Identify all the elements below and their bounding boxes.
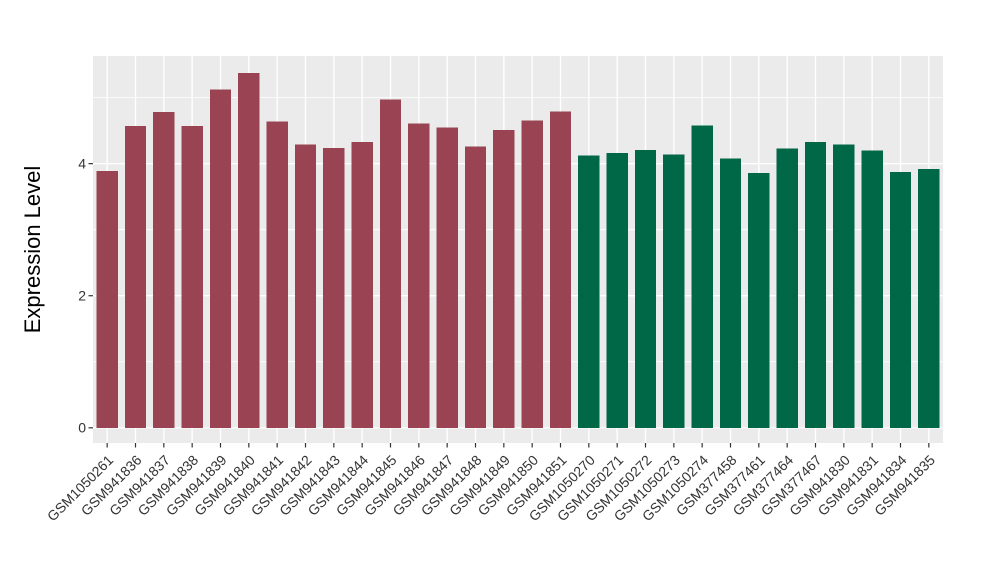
bar-GSM941830 <box>833 144 855 428</box>
bar-GSM1050270 <box>578 155 600 428</box>
y-tick-label: 2 <box>78 288 86 304</box>
panel-layer <box>93 56 943 443</box>
bar-GSM1050274 <box>691 125 713 428</box>
bar-GSM1050271 <box>606 153 628 428</box>
bar-GSM941849 <box>493 129 515 428</box>
bar-GSM941845 <box>379 99 402 428</box>
bar-GSM941835 <box>918 168 940 428</box>
bar-GSM941840 <box>238 73 260 428</box>
bar-GSM1050272 <box>634 149 657 428</box>
bar-GSM941837 <box>153 112 175 428</box>
bar-GSM941841 <box>266 121 288 428</box>
bar-GSM1050273 <box>663 154 685 428</box>
bar-series <box>96 73 940 428</box>
bar-GSM941834 <box>889 172 912 428</box>
bar-GSM941851 <box>549 111 572 428</box>
bar-GSM941847 <box>436 127 458 428</box>
y-tick-label: 0 <box>78 420 86 436</box>
bar-GSM941838 <box>181 126 203 428</box>
bar-GSM377458 <box>719 158 742 428</box>
bar-GSM1050261 <box>96 170 118 428</box>
bar-GSM941848 <box>464 146 487 428</box>
bar-GSM941850 <box>521 120 543 428</box>
y-tick-label: 4 <box>78 155 86 171</box>
bar-GSM377467 <box>804 141 827 428</box>
bar-GSM941843 <box>323 147 345 428</box>
bar-GSM377461 <box>748 172 770 428</box>
bar-GSM941836 <box>124 126 147 428</box>
y-axis-title: Expression Level <box>20 166 45 334</box>
plot-panel <box>93 56 943 443</box>
bar-GSM377464 <box>776 148 798 428</box>
bar-GSM941846 <box>408 123 430 428</box>
bar-GSM941842 <box>294 144 317 428</box>
bar-GSM941844 <box>351 141 373 428</box>
bar-GSM941831 <box>861 150 883 428</box>
bar-GSM941839 <box>209 89 232 428</box>
